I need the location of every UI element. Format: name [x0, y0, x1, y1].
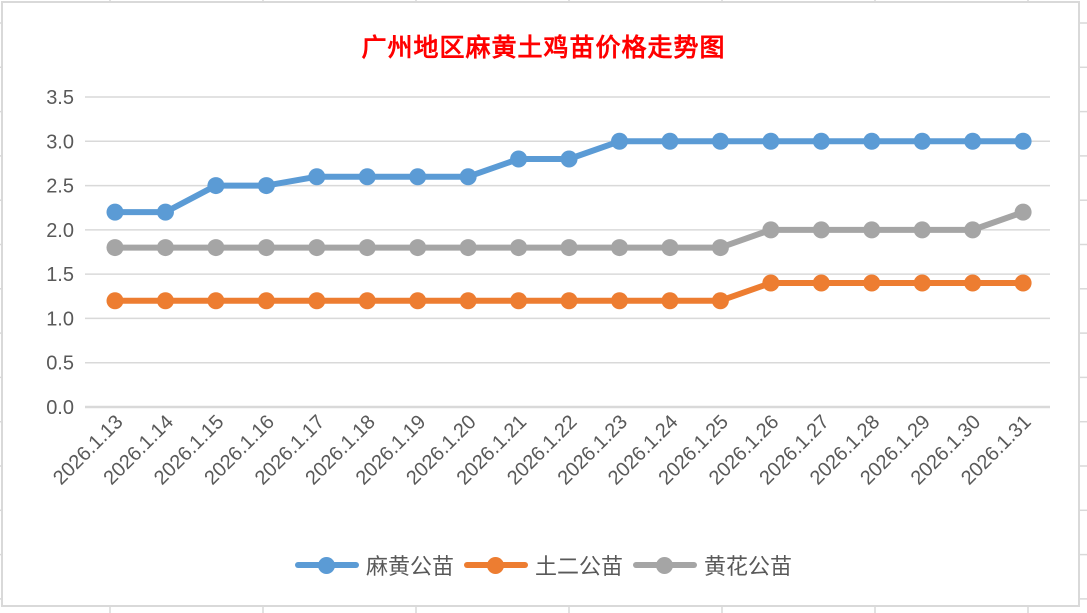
data-point-marker	[510, 239, 528, 257]
data-point-marker	[560, 292, 578, 310]
data-point-marker	[964, 132, 982, 150]
data-point-marker	[762, 132, 780, 150]
legend-item-label: 黄花公苗	[704, 554, 793, 579]
data-point-marker	[711, 132, 729, 150]
data-point-marker	[812, 274, 830, 292]
data-point-marker	[308, 239, 326, 257]
data-point-marker	[611, 292, 628, 310]
data-point-marker	[711, 292, 729, 310]
data-point-marker	[459, 168, 477, 186]
data-point-marker	[156, 292, 174, 310]
data-point-marker	[308, 292, 326, 310]
data-point-marker	[611, 132, 628, 150]
y-axis-label: 3.0	[46, 131, 74, 153]
data-point-marker	[762, 221, 780, 239]
data-point-marker	[156, 239, 174, 257]
legend-item-label: 麻黄公苗	[365, 554, 454, 579]
data-point-marker	[358, 168, 376, 186]
data-point-marker	[510, 150, 528, 168]
data-point-marker	[863, 274, 881, 292]
data-point-marker	[106, 203, 124, 221]
data-point-marker	[560, 239, 578, 257]
data-point-marker	[964, 274, 982, 292]
y-axis-label: 0.0	[46, 397, 74, 419]
data-point-marker	[257, 292, 275, 310]
data-point-marker	[156, 203, 174, 221]
data-point-marker	[661, 292, 679, 310]
legend-item: 土二公苗	[463, 549, 623, 581]
y-axis-label: 3.5	[46, 87, 74, 109]
y-axis-label: 0.5	[46, 353, 74, 375]
data-point-marker	[913, 132, 931, 150]
data-point-marker	[611, 239, 628, 257]
legend-item: 黄花公苗	[633, 549, 792, 581]
data-point-marker	[913, 274, 931, 292]
legend-item: 麻黄公苗	[294, 549, 454, 581]
data-point-marker	[459, 239, 477, 257]
legend-item-label: 土二公苗	[534, 554, 623, 579]
data-point-marker	[358, 239, 376, 257]
data-point-marker	[812, 221, 830, 239]
data-point-marker	[257, 177, 275, 195]
data-point-marker	[964, 221, 982, 239]
data-point-marker	[257, 239, 275, 257]
data-point-marker	[207, 292, 225, 310]
data-point-marker	[207, 239, 225, 257]
legend-marker-icon	[463, 556, 528, 574]
legend-marker-icon	[633, 556, 697, 574]
data-point-marker	[459, 292, 477, 310]
data-point-marker	[409, 239, 427, 257]
y-axis-label: 1.5	[46, 264, 74, 286]
data-point-marker	[812, 132, 830, 150]
data-point-marker	[560, 150, 578, 168]
data-point-marker	[661, 132, 679, 150]
data-point-marker	[358, 292, 376, 310]
data-point-marker	[762, 274, 780, 292]
data-point-marker	[409, 292, 427, 310]
data-point-marker	[863, 221, 881, 239]
data-point-marker	[510, 292, 528, 310]
data-point-marker	[711, 239, 729, 257]
legend: 麻黄公苗 土二公苗 黄花公苗	[0, 548, 1087, 582]
data-point-marker	[1014, 132, 1032, 150]
legend-marker-icon	[294, 556, 359, 574]
data-point-marker	[106, 292, 124, 310]
data-point-marker	[863, 132, 881, 150]
data-point-marker	[1014, 203, 1032, 221]
data-point-marker	[106, 239, 124, 257]
data-point-marker	[661, 239, 679, 257]
y-axis-label: 2.5	[46, 176, 74, 198]
data-point-marker	[308, 168, 326, 186]
y-axis-label: 1.0	[46, 308, 74, 330]
data-point-marker	[913, 221, 931, 239]
data-point-marker	[409, 168, 427, 186]
data-point-marker	[1014, 274, 1032, 292]
chart-title: 广州地区麻黄土鸡苗价格走势图	[361, 35, 726, 62]
y-axis-label: 2.0	[46, 220, 74, 242]
data-point-marker	[207, 177, 225, 195]
